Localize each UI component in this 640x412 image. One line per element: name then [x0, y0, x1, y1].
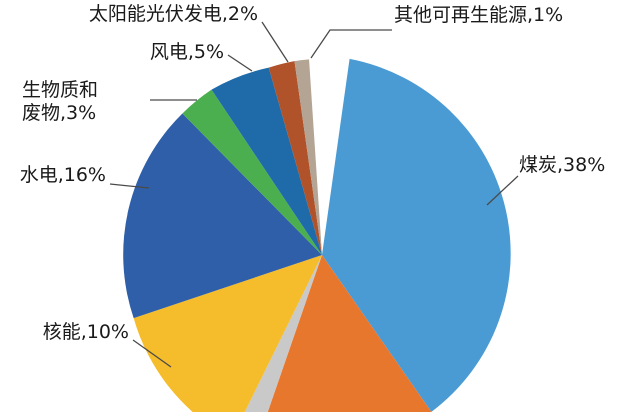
label-wind: 风电,5%: [149, 41, 224, 63]
pie-slice-nuclear: [133, 255, 322, 412]
leader-line-hydro: [109, 183, 150, 189]
leader-line-other-renewables: [310, 29, 392, 59]
label-coal: 煤炭,38%: [519, 154, 606, 176]
label-solar-pv: 太阳能光伏发电,2%: [88, 3, 258, 25]
pie-slice-natural-gas: [267, 255, 432, 412]
leader-line-solar-pv: [261, 21, 289, 63]
leader-line-coal: [486, 175, 519, 206]
label-other-renewables: 其他可再生能源,1%: [394, 4, 564, 26]
label-biomass: 生物质和 废物,3%: [22, 79, 146, 125]
leader-lines: [109, 21, 519, 368]
pie-slice-wind: [211, 67, 322, 256]
pie-slice-biomass: [182, 89, 322, 255]
pie-slice-oil: [244, 255, 322, 412]
pie-slice-solar-pv: [268, 61, 322, 256]
label-biomass-line2: 废物,3%: [22, 102, 97, 125]
label-nuclear: 核能,10%: [42, 321, 129, 343]
pie-slice-other-renewables: [294, 59, 322, 255]
pie-slice-hydro: [123, 113, 322, 319]
leader-line-nuclear: [132, 339, 172, 368]
leader-line-wind: [227, 54, 253, 72]
pie-slice-coal: [322, 58, 511, 412]
label-biomass-line1: 生物质和: [22, 79, 99, 101]
label-hydro: 水电,16%: [19, 164, 106, 186]
